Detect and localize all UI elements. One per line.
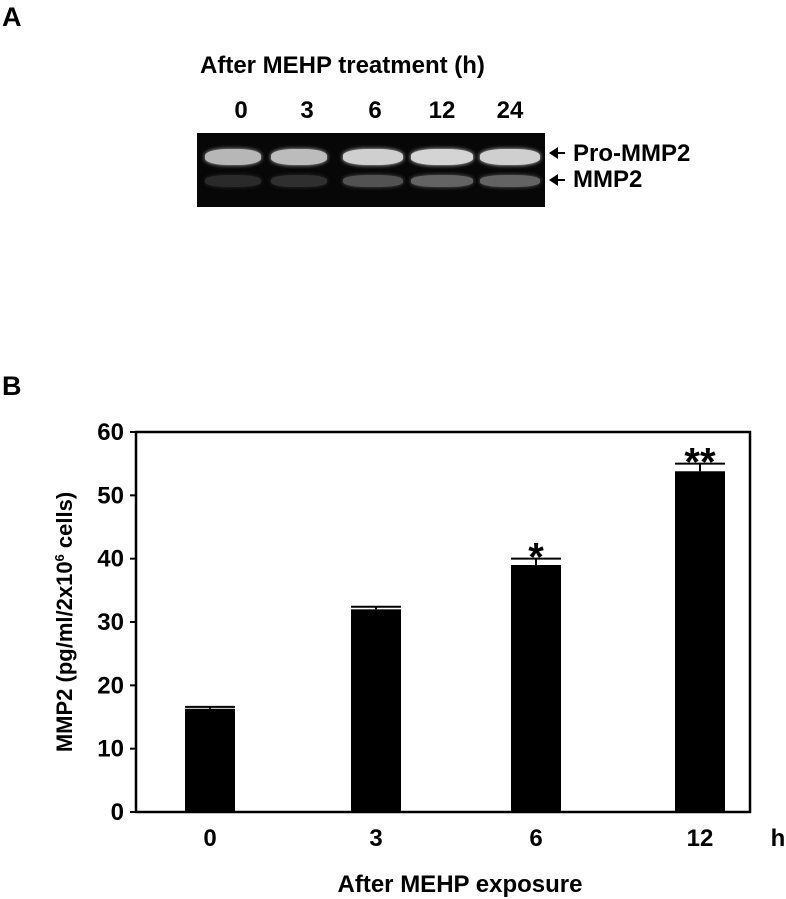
- panel-a-letter: A: [2, 2, 22, 32]
- mmp2-label: MMP2: [573, 166, 643, 193]
- gel-band: [411, 149, 473, 165]
- x-axis-unit: h: [771, 825, 786, 852]
- x-tick-label: 6: [529, 825, 542, 852]
- x-tick-label: 0: [203, 825, 216, 852]
- gel-band: [271, 175, 327, 187]
- y-tick-label: 40: [97, 546, 124, 573]
- bar: [511, 565, 561, 812]
- lane-label-3: 3: [300, 97, 314, 124]
- gel-band: [343, 175, 403, 187]
- y-tick-label: 0: [111, 799, 124, 826]
- significance-marker: **: [684, 441, 716, 485]
- x-tick-label: 3: [369, 825, 382, 852]
- y-tick-label: 10: [97, 736, 124, 763]
- lane-label-0: 0: [234, 97, 248, 124]
- gel-band: [411, 175, 473, 187]
- gel-band: [343, 149, 403, 165]
- y-tick-label: 50: [97, 482, 124, 509]
- lane-label-6: 6: [368, 97, 382, 124]
- x-axis-title: After MEHP exposure: [338, 871, 583, 898]
- pro-mmp2-label: Pro-MMP2: [573, 140, 691, 167]
- gel-band: [271, 149, 327, 165]
- significance-marker: *: [528, 536, 544, 580]
- gel-band: [480, 175, 540, 187]
- lane-label-12: 12: [428, 97, 456, 124]
- gel-title: After MEHP treatment (h): [200, 52, 485, 79]
- gel-band: [480, 149, 540, 165]
- pro-mmp2-arrow-icon: [549, 147, 565, 159]
- mmp2-arrow-icon: [549, 174, 565, 186]
- gel-band: [205, 149, 261, 165]
- y-tick-label: 60: [97, 419, 124, 446]
- bar: [675, 471, 725, 812]
- lane-label-24: 24: [496, 97, 524, 124]
- panel-b-letter: B: [2, 371, 22, 401]
- y-axis-title: MMP2 (pg/ml/2x106 cells): [52, 492, 77, 752]
- x-tick-label: 12: [687, 825, 714, 852]
- zymography-gel: [197, 133, 545, 207]
- plot-frame: [134, 430, 752, 814]
- bar: [185, 708, 235, 812]
- y-tick-label: 30: [97, 609, 124, 636]
- gel-band: [205, 175, 261, 187]
- y-tick-label: 20: [97, 672, 124, 699]
- bar: [351, 609, 401, 812]
